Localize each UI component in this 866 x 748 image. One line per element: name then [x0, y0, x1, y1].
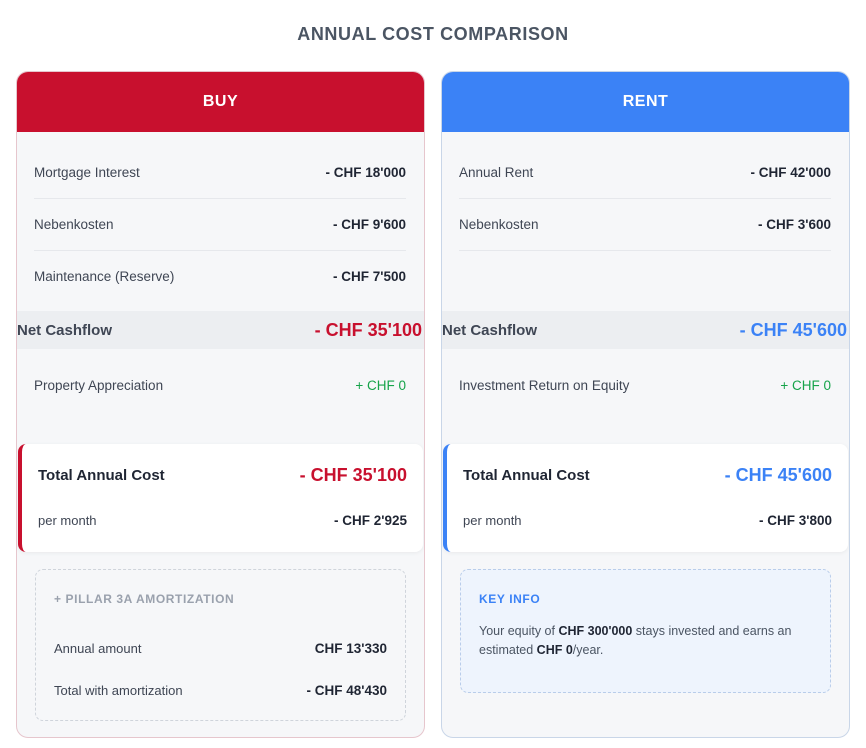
total-label: Total Annual Cost: [38, 466, 165, 484]
rent-card: RENT Annual Rent - CHF 42'000 Nebenkoste…: [441, 71, 850, 738]
net-cashflow-value: - CHF 35'100: [314, 319, 422, 340]
buy-row-nebenkosten: Nebenkosten - CHF 9'600: [34, 199, 406, 251]
buy-net-cashflow: Net Cashflow - CHF 35'100: [17, 311, 424, 349]
buy-header: BUY: [17, 72, 424, 132]
row-label: Nebenkosten: [34, 217, 114, 232]
rent-row-investment-return: Investment Return on Equity + CHF 0: [459, 359, 831, 411]
rent-row-annual-rent: Annual Rent - CHF 42'000: [459, 147, 831, 199]
rent-row-nebenkosten: Nebenkosten - CHF 3'600: [459, 199, 831, 251]
page-title: ANNUAL COST COMPARISON: [297, 24, 569, 44]
row-value: - CHF 18'000: [325, 165, 407, 180]
total-annual-cost-row: Total Annual Cost - CHF 45'600: [463, 462, 832, 488]
row-label: Property Appreciation: [34, 377, 164, 393]
row-value: - CHF 9'600: [333, 217, 406, 232]
per-month-label: per month: [38, 512, 97, 528]
total-label: Total Annual Cost: [463, 466, 590, 484]
buy-row-mortgage-interest: Mortgage Interest - CHF 18'000: [34, 147, 406, 199]
row-label: Maintenance (Reserve): [34, 268, 175, 284]
key-info-estimate: CHF 0: [536, 643, 573, 657]
buy-row-appreciation: Property Appreciation + CHF 0: [34, 359, 406, 411]
net-cashflow-value: - CHF 45'600: [739, 319, 847, 340]
row-label: Annual amount: [54, 640, 142, 656]
net-cashflow-label: Net Cashflow: [442, 321, 538, 339]
per-month-row: per month - CHF 2'925: [38, 510, 407, 530]
per-month-value: - CHF 2'925: [334, 512, 407, 528]
per-month-value: - CHF 3'800: [759, 512, 832, 528]
row-label: Mortgage Interest: [34, 165, 140, 180]
key-info-text-part: /year.: [572, 643, 604, 657]
key-info-equity: CHF 300'000: [558, 624, 633, 638]
row-value: - CHF 42'000: [750, 165, 832, 180]
key-info-box: KEY INFO Your equity of CHF 300'000 stay…: [460, 569, 831, 693]
row-label: Total with amortization: [54, 682, 183, 698]
key-info-text-part: stays invested and earns an estimated: [479, 624, 792, 657]
row-value: + CHF 0: [355, 377, 406, 393]
per-month-row: per month - CHF 3'800: [463, 510, 832, 530]
buy-total-box: Total Annual Cost - CHF 35'100 per month…: [18, 444, 423, 552]
buy-card: BUY Mortgage Interest - CHF 18'000 Neben…: [16, 71, 425, 738]
row-label: Annual Rent: [459, 165, 534, 180]
total-annual-cost-row: Total Annual Cost - CHF 35'100: [38, 462, 407, 488]
key-info-text-part: Your equity of: [479, 624, 559, 638]
key-info-text: Your equity of CHF 300'000 stays investe…: [479, 622, 812, 660]
net-cashflow-label: Net Cashflow: [17, 321, 113, 339]
total-value: - CHF 45'600: [724, 464, 832, 485]
buy-row-maintenance: Maintenance (Reserve) - CHF 7'500: [34, 250, 406, 302]
row-value: + CHF 0: [780, 377, 831, 393]
row-label: Investment Return on Equity: [459, 377, 630, 393]
rent-header: RENT: [442, 72, 849, 132]
key-info-title: KEY INFO: [479, 592, 541, 606]
total-value: - CHF 35'100: [299, 464, 407, 485]
pillar-3a-title: + PILLAR 3A AMORTIZATION: [54, 592, 235, 606]
row-value: CHF 13'330: [314, 640, 387, 656]
row-value: - CHF 3'600: [758, 217, 831, 232]
per-month-label: per month: [463, 512, 522, 528]
row-value: - CHF 48'430: [306, 682, 388, 698]
row-value: - CHF 7'500: [333, 268, 406, 284]
pillar-annual-row: Annual amount CHF 13'330: [54, 636, 387, 660]
pillar-total-row: Total with amortization - CHF 48'430: [54, 678, 387, 702]
rent-net-cashflow: Net Cashflow - CHF 45'600: [442, 311, 849, 349]
row-label: Nebenkosten: [459, 217, 539, 232]
rent-total-box: Total Annual Cost - CHF 45'600 per month…: [443, 444, 848, 552]
pillar-3a-box: + PILLAR 3A AMORTIZATION Annual amount C…: [35, 569, 406, 721]
